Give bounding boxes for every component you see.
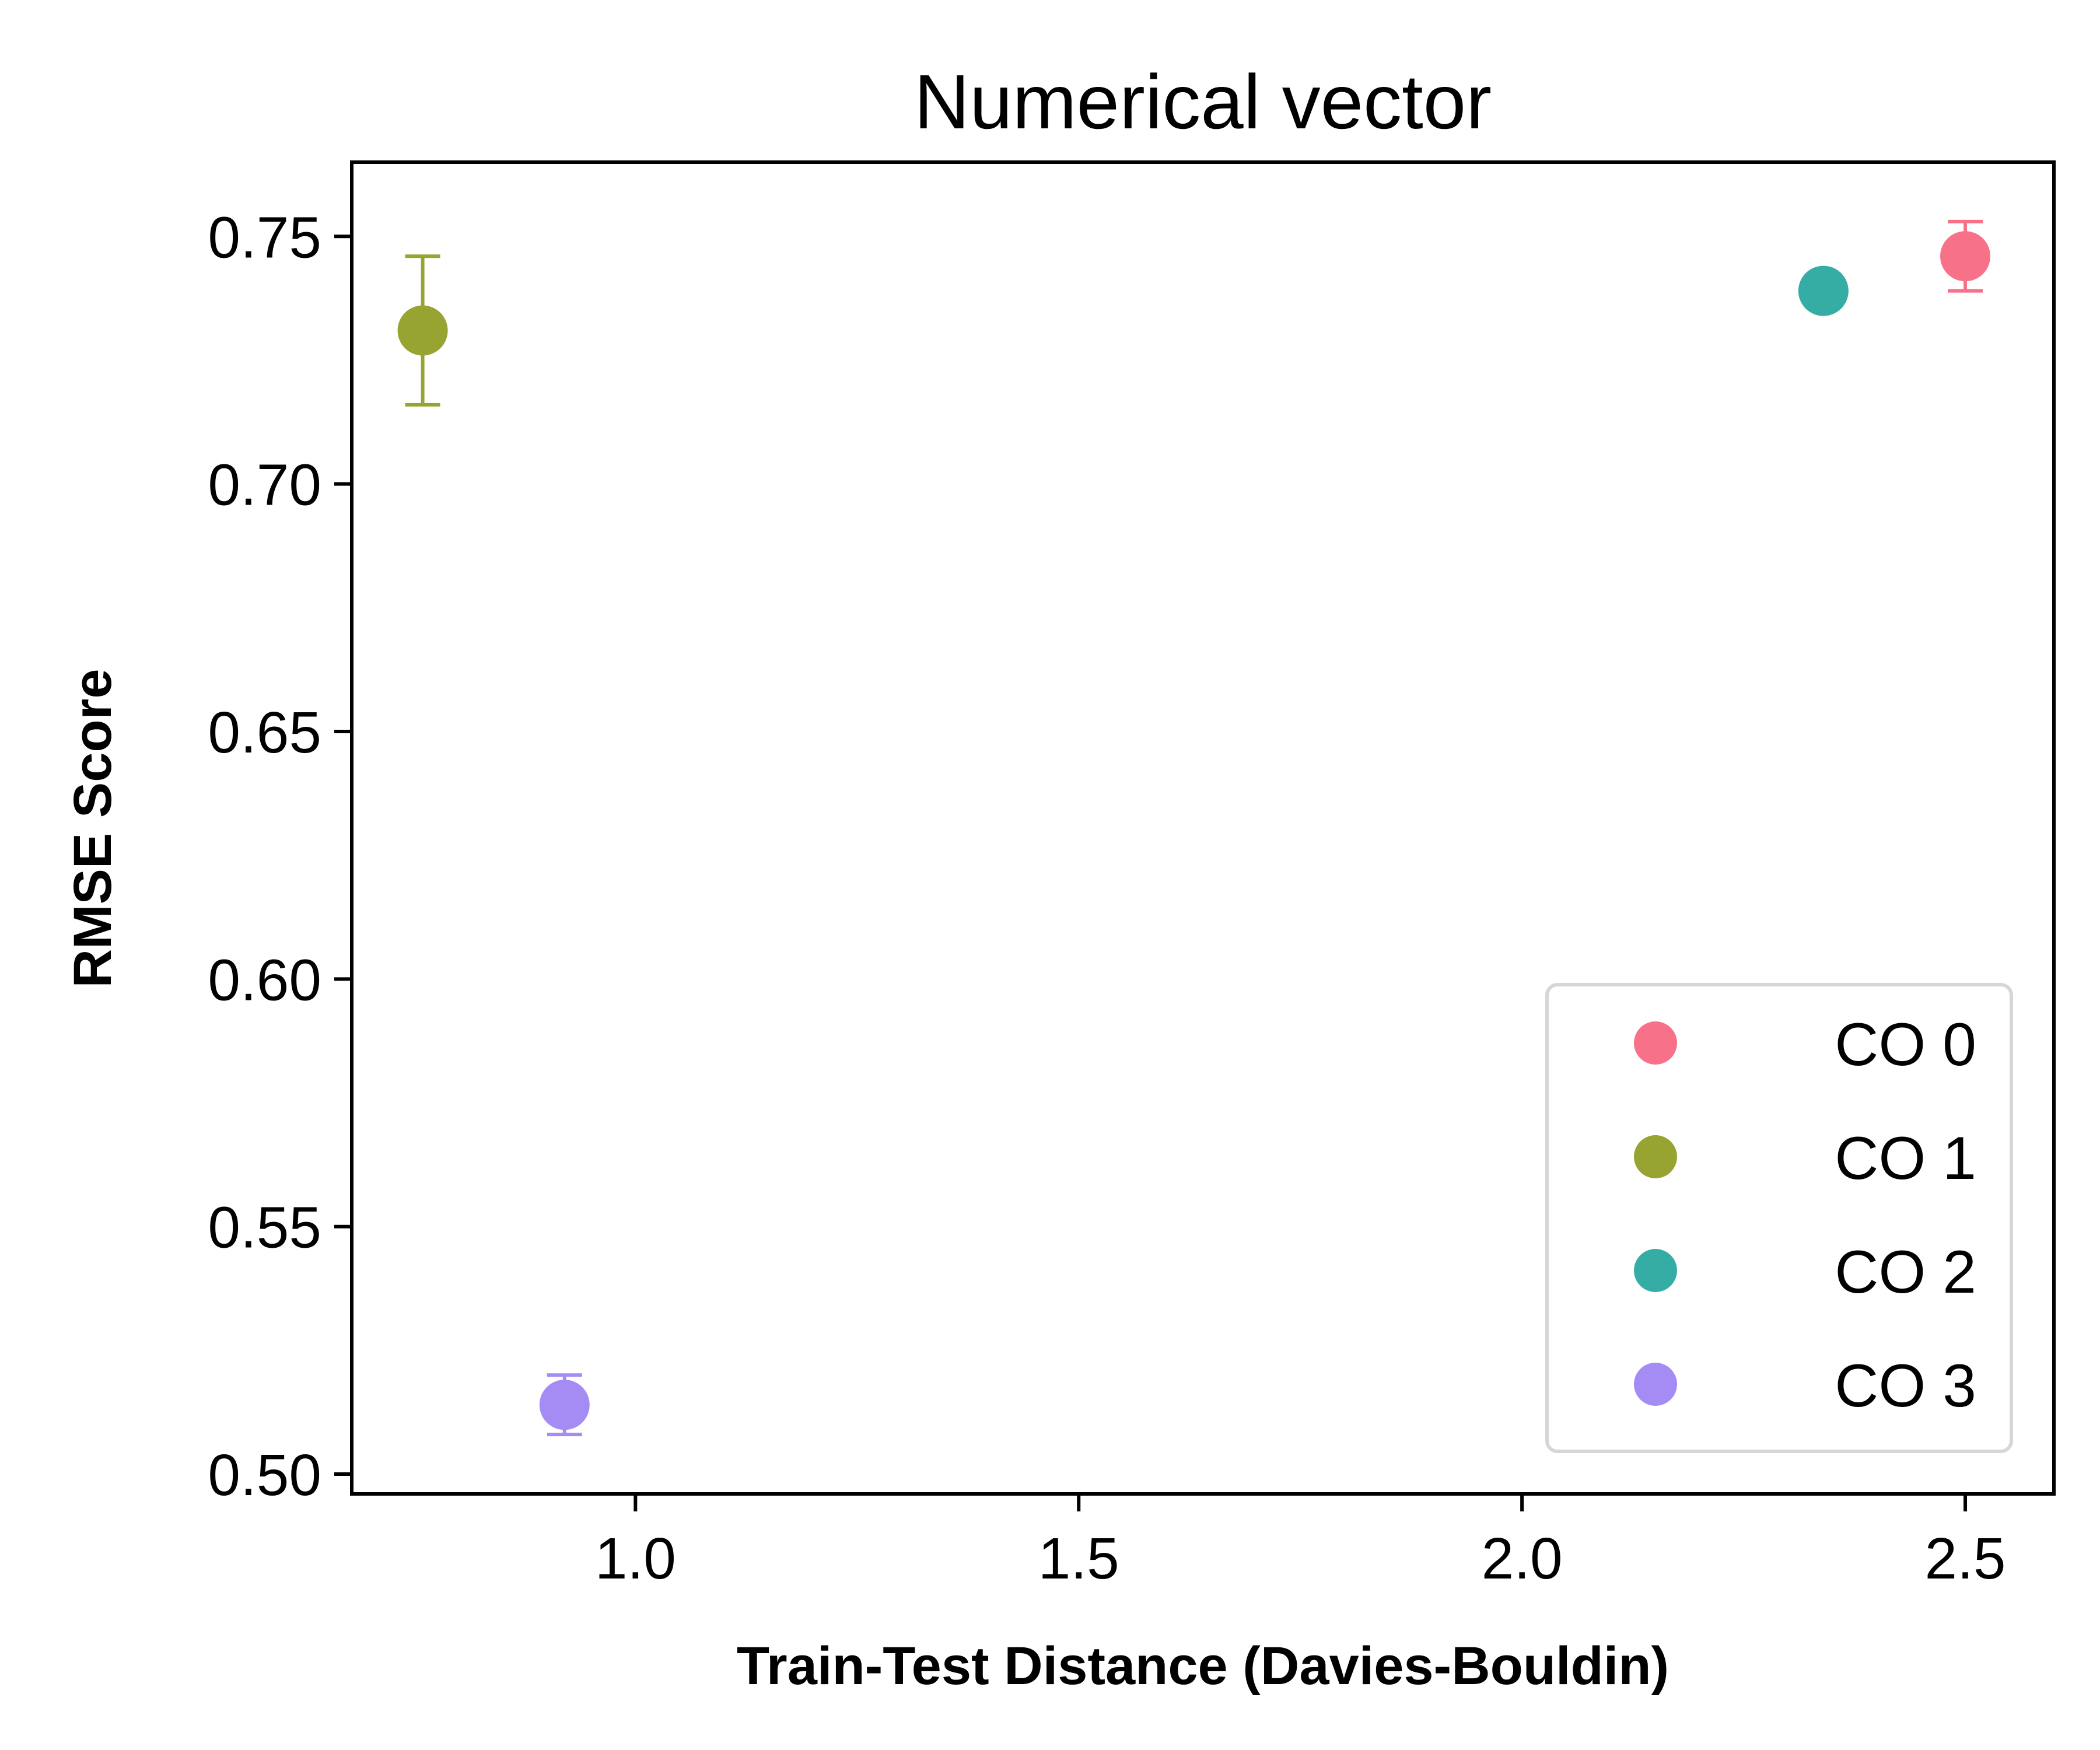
plot-area <box>397 219 1991 1437</box>
x-tick-label: 2.0 <box>1482 1526 1563 1591</box>
legend-label: CO 2 <box>1835 1238 1976 1306</box>
legend-label: CO 0 <box>1835 1011 1976 1079</box>
legend-label: CO 3 <box>1835 1352 1976 1420</box>
x-tick-label: 1.5 <box>1038 1526 1119 1591</box>
legend-label: CO 1 <box>1835 1125 1976 1192</box>
y-tick-label: 0.75 <box>208 205 321 270</box>
y-tick-label: 0.50 <box>208 1443 321 1508</box>
x-tick-label: 2.5 <box>1925 1526 2006 1591</box>
x-axis-label: Train-Test Distance (Davies-Bouldin) <box>737 1636 1669 1696</box>
plot-frame <box>350 160 2056 1496</box>
legend-marker <box>1634 1363 1677 1406</box>
legend-marker <box>1634 1249 1677 1292</box>
legend-marker <box>1634 1021 1677 1065</box>
data-point <box>1940 231 1991 282</box>
y-tick-label: 0.70 <box>208 453 321 518</box>
y-tick-label: 0.60 <box>208 947 321 1013</box>
data-point <box>539 1380 590 1430</box>
data-point <box>1798 265 1849 316</box>
legend-marker <box>1634 1135 1677 1178</box>
x-tick-label: 1.0 <box>595 1526 676 1591</box>
legend: CO 0 CO 1 CO 2 CO 3 <box>1545 983 2013 1453</box>
chart-title: Numerical vector <box>914 59 1492 145</box>
y-tick-label: 0.55 <box>208 1195 321 1261</box>
y-axis-label: RMSE Score <box>63 668 123 988</box>
data-point <box>397 305 448 356</box>
legend-frame <box>1545 983 2013 1453</box>
y-tick-label: 0.65 <box>208 700 321 765</box>
